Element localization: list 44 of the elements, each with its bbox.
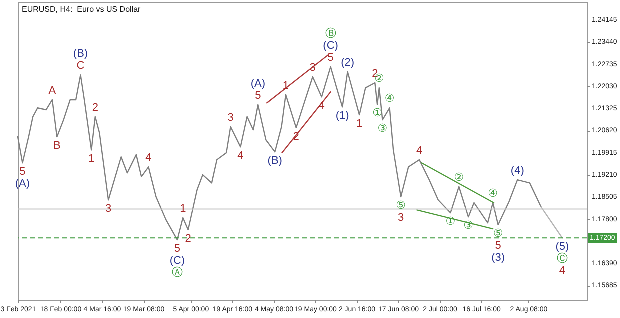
annotation: 3 (228, 112, 234, 124)
annotation: ④ (488, 188, 498, 200)
annotation: 2 (185, 232, 192, 245)
annotation: 2 (92, 102, 98, 114)
annotation: ③ (464, 220, 474, 232)
annotation: 4 (146, 152, 152, 164)
annotation: 5 (495, 240, 502, 252)
annotation: C (76, 60, 85, 72)
annotation: 4 (416, 144, 423, 157)
annotation: (2) (341, 57, 355, 70)
annotation: (C) (170, 255, 186, 268)
chart-title: EURUSD, H4: Euro vs US Dollar (22, 5, 142, 14)
annotation: (B) (268, 155, 282, 168)
annotation: 4 (238, 150, 244, 162)
annotation: Ⓑ (325, 27, 336, 40)
annotation: 5 (255, 90, 262, 102)
annotation: (B) (73, 48, 88, 60)
annotation: B (53, 140, 61, 152)
annotation: (5) (556, 241, 570, 254)
annotation: 5 (174, 243, 181, 256)
annotation: ⑤ (493, 228, 504, 240)
annotation: (4) (510, 165, 524, 178)
annotation: 1 (180, 203, 186, 216)
annotation: (A) (250, 78, 266, 90)
annotation: (1) (336, 110, 350, 122)
annotation: 5 (20, 166, 26, 178)
annotation: 1 (88, 153, 95, 166)
annotation: A (48, 84, 57, 97)
annotation: 5 (328, 52, 334, 64)
annotation: 1 (356, 118, 363, 130)
annotation: (3) (492, 252, 506, 264)
annotation: (C) (323, 40, 338, 52)
annotation: ② (454, 172, 464, 184)
annotation: ④ (384, 93, 395, 106)
annotation: ⑤ (396, 200, 406, 212)
annotation: 3 (398, 212, 404, 224)
annotation: ③ (378, 123, 388, 136)
annotation: 4 (559, 265, 566, 278)
annotation: 3 (106, 203, 112, 216)
annotation: ① (446, 216, 456, 228)
annotation: Ⓒ (556, 252, 568, 266)
annotation: ① (372, 108, 383, 120)
annotation: Ⓐ (172, 266, 183, 280)
annotation: (A) (15, 178, 30, 190)
